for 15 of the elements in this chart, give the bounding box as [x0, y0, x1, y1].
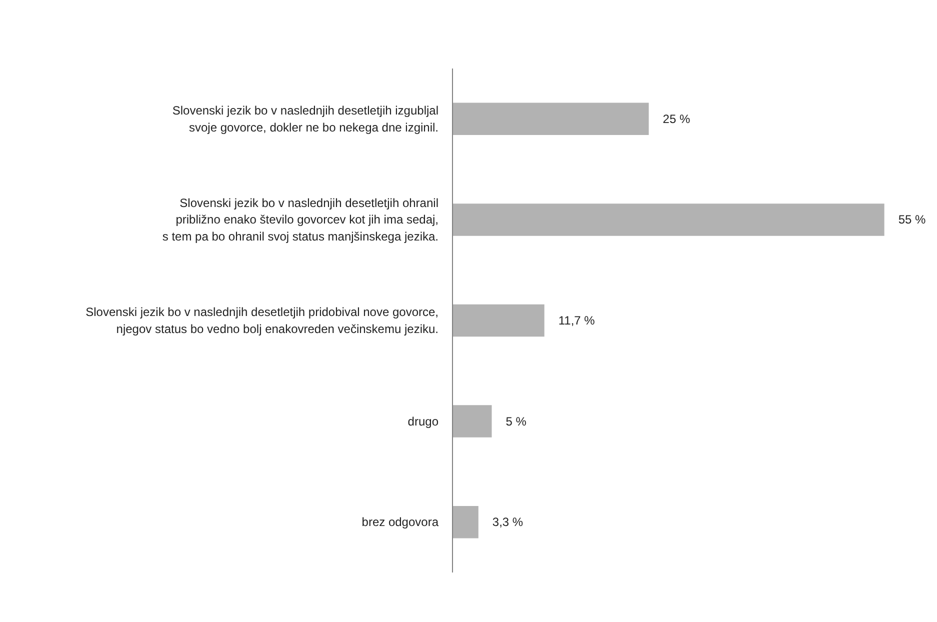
data-label: 5 %	[506, 414, 527, 428]
y-tick-label: Slovenski jezik bo v naslednjih desetletjih ohranil približno enako število govorcev kot jih ima sedaj, s tem pa bo ohranil svoj status manjšinskega jezika.	[162, 196, 439, 244]
bar	[452, 405, 492, 438]
data-label: 3,3 %	[492, 515, 524, 530]
bar	[452, 304, 544, 337]
y-tick-label: Slovenski jezik bo v naslednjih desetletjih pridobival nove govorce, njegov status bo vedno bolj enakovreden večinskemu jeziku.	[86, 305, 439, 336]
data-label: 55 %	[898, 212, 926, 227]
bar	[452, 506, 478, 538]
y-tick-label: brez odgovora	[362, 515, 439, 530]
bar	[452, 102, 649, 136]
y-tick-label: Slovenski jezik bo v naslednjih desetletjih izgubljal svoje govorce, dokler ne bo nekega dne izginil.	[172, 104, 439, 134]
bar	[452, 204, 884, 236]
y-tick-label: drugo	[408, 414, 439, 428]
data-label: 11,7 %	[558, 314, 596, 328]
data-label: 25 %	[662, 112, 690, 126]
